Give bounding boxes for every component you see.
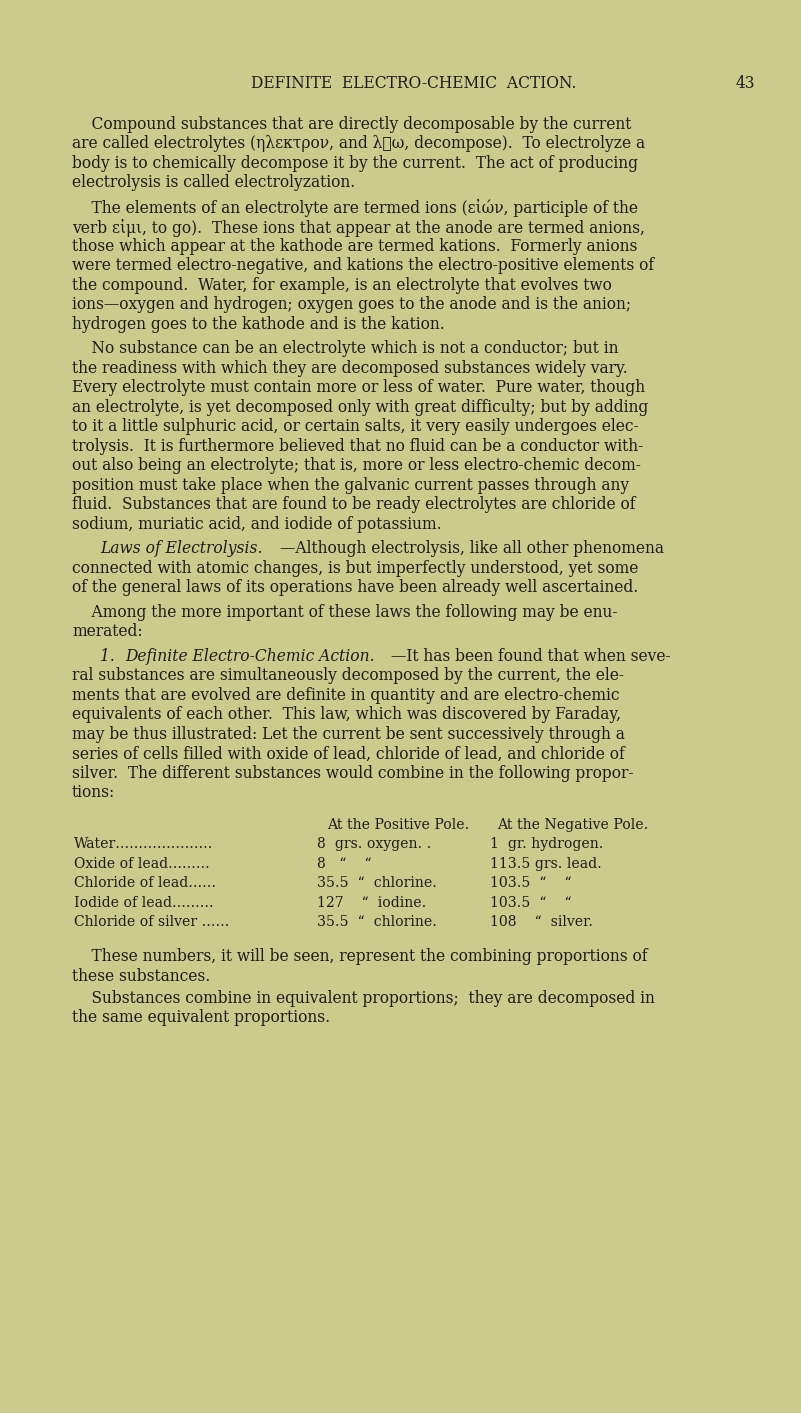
Text: 127    “  iodine.: 127 “ iodine. [317, 896, 426, 910]
Text: electrolysis is called electrolyzation.: electrolysis is called electrolyzation. [72, 174, 356, 191]
Text: of the general laws of its operations have been already well ascertained.: of the general laws of its operations ha… [72, 579, 638, 596]
Text: Water…………………: Water………………… [74, 836, 213, 851]
Text: the same equivalent proportions.: the same equivalent proportions. [72, 1009, 330, 1026]
Text: Substances combine in equivalent proportions;  they are decomposed in: Substances combine in equivalent proport… [72, 989, 655, 1006]
Text: 35.5  “  chlorine.: 35.5 “ chlorine. [317, 916, 437, 930]
Text: No substance can be an electrolyte which is not a conductor; but in: No substance can be an electrolyte which… [72, 341, 618, 357]
Text: the compound.  Water, for example, is an electrolyte that evolves two: the compound. Water, for example, is an … [72, 277, 612, 294]
Text: 113.5 grs. lead.: 113.5 grs. lead. [490, 856, 602, 870]
Text: These numbers, it will be seen, represent the combining proportions of: These numbers, it will be seen, represen… [72, 948, 647, 965]
Text: tions:: tions: [72, 784, 115, 801]
Text: Every electrolyte must contain more or less of water.  Pure water, though: Every electrolyte must contain more or l… [72, 380, 645, 397]
Text: connected with atomic changes, is but imperfectly understood, yet some: connected with atomic changes, is but im… [72, 560, 638, 577]
Text: those which appear at the kathode are termed kations.  Formerly anions: those which appear at the kathode are te… [72, 237, 638, 254]
Text: merated:: merated: [72, 623, 143, 640]
Text: ral substances are simultaneously decomposed by the current, the ele-: ral substances are simultaneously decomp… [72, 667, 624, 684]
Text: At the Negative Pole.: At the Negative Pole. [497, 818, 648, 832]
Text: 108    “  silver.: 108 “ silver. [490, 916, 593, 930]
Text: an electrolyte, is yet decomposed only with great difficulty; but by adding: an electrolyte, is yet decomposed only w… [72, 398, 648, 415]
Text: sodium, muriatic acid, and iodide of potassium.: sodium, muriatic acid, and iodide of pot… [72, 516, 441, 533]
Text: ions—oxygen and hydrogen; oxygen goes to the anode and is the anion;: ions—oxygen and hydrogen; oxygen goes to… [72, 297, 631, 314]
Text: 103.5  “    “: 103.5 “ “ [490, 896, 572, 910]
Text: 103.5  “    “: 103.5 “ “ [490, 876, 572, 890]
Text: —It has been found that when seve-: —It has been found that when seve- [391, 649, 670, 666]
Text: Definite Electro-Chemic Action.: Definite Electro-Chemic Action. [126, 649, 375, 666]
Text: Chloride of silver ……: Chloride of silver …… [74, 916, 229, 930]
Text: fluid.  Substances that are found to be ready electrolytes are chloride of: fluid. Substances that are found to be r… [72, 496, 635, 513]
Text: 1.: 1. [100, 649, 119, 666]
Text: these substances.: these substances. [72, 968, 210, 985]
Text: 1  gr. hydrogen.: 1 gr. hydrogen. [490, 836, 603, 851]
Text: Laws of Electrolysis.: Laws of Electrolysis. [100, 540, 263, 558]
Text: are called electrolytes (ηλεκτρον, and λᯐω, decompose).  To electrolyze a: are called electrolytes (ηλεκτρον, and λ… [72, 136, 645, 153]
Text: Among the more important of these laws the following may be enu-: Among the more important of these laws t… [72, 603, 618, 620]
Text: Compound substances that are directly decomposable by the current: Compound substances that are directly de… [72, 116, 631, 133]
Text: Iodide of lead………: Iodide of lead……… [74, 896, 214, 910]
Text: ments that are evolved are definite in quantity and are electro-chemic: ments that are evolved are definite in q… [72, 687, 619, 704]
Text: were termed electro-negative, and kations the electro-positive elements of: were termed electro-negative, and kation… [72, 257, 654, 274]
Text: silver.  The different substances would combine in the following propor-: silver. The different substances would c… [72, 764, 634, 781]
Text: may be thus illustrated: Let the current be sent successively through a: may be thus illustrated: Let the current… [72, 726, 625, 743]
Text: the readiness with which they are decomposed substances widely vary.: the readiness with which they are decomp… [72, 360, 628, 377]
Text: 8  grs. oxygen. .: 8 grs. oxygen. . [317, 836, 431, 851]
Text: 35.5  “  chlorine.: 35.5 “ chlorine. [317, 876, 437, 890]
Text: The elements of an electrolyte are termed ions (εἰών, participle of the: The elements of an electrolyte are terme… [72, 199, 638, 218]
Text: Oxide of lead………: Oxide of lead……… [74, 856, 210, 870]
Text: hydrogen goes to the kathode and is the kation.: hydrogen goes to the kathode and is the … [72, 317, 445, 333]
Text: 8   “    “: 8 “ “ [317, 856, 372, 870]
Text: body is to chemically decompose it by the current.  The act of producing: body is to chemically decompose it by th… [72, 155, 638, 172]
Text: out also being an electrolyte; that is, more or less electro-chemic decom-: out also being an electrolyte; that is, … [72, 458, 641, 475]
Text: DEFINITE  ELECTRO-CHEMIC  ACTION.: DEFINITE ELECTRO-CHEMIC ACTION. [251, 75, 576, 92]
Text: trolysis.  It is furthermore believed that no fluid can be a conductor with-: trolysis. It is furthermore believed tha… [72, 438, 643, 455]
Text: position must take place when the galvanic current passes through any: position must take place when the galvan… [72, 478, 629, 495]
Text: —Although electrolysis, like all other phenomena: —Although electrolysis, like all other p… [280, 540, 664, 558]
Text: Chloride of lead……: Chloride of lead…… [74, 876, 216, 890]
Text: equivalents of each other.  This law, which was discovered by Faraday,: equivalents of each other. This law, whi… [72, 706, 621, 723]
Text: series of cells filled with oxide of lead, chloride of lead, and chloride of: series of cells filled with oxide of lea… [72, 746, 625, 763]
Text: to it a little sulphuric acid, or certain salts, it very easily undergoes elec-: to it a little sulphuric acid, or certai… [72, 418, 638, 435]
Text: verb εἰμι, to go).  These ions that appear at the anode are termed anions,: verb εἰμι, to go). These ions that appea… [72, 219, 645, 236]
Text: At the Positive Pole.: At the Positive Pole. [327, 818, 469, 832]
Text: 43: 43 [735, 75, 755, 92]
